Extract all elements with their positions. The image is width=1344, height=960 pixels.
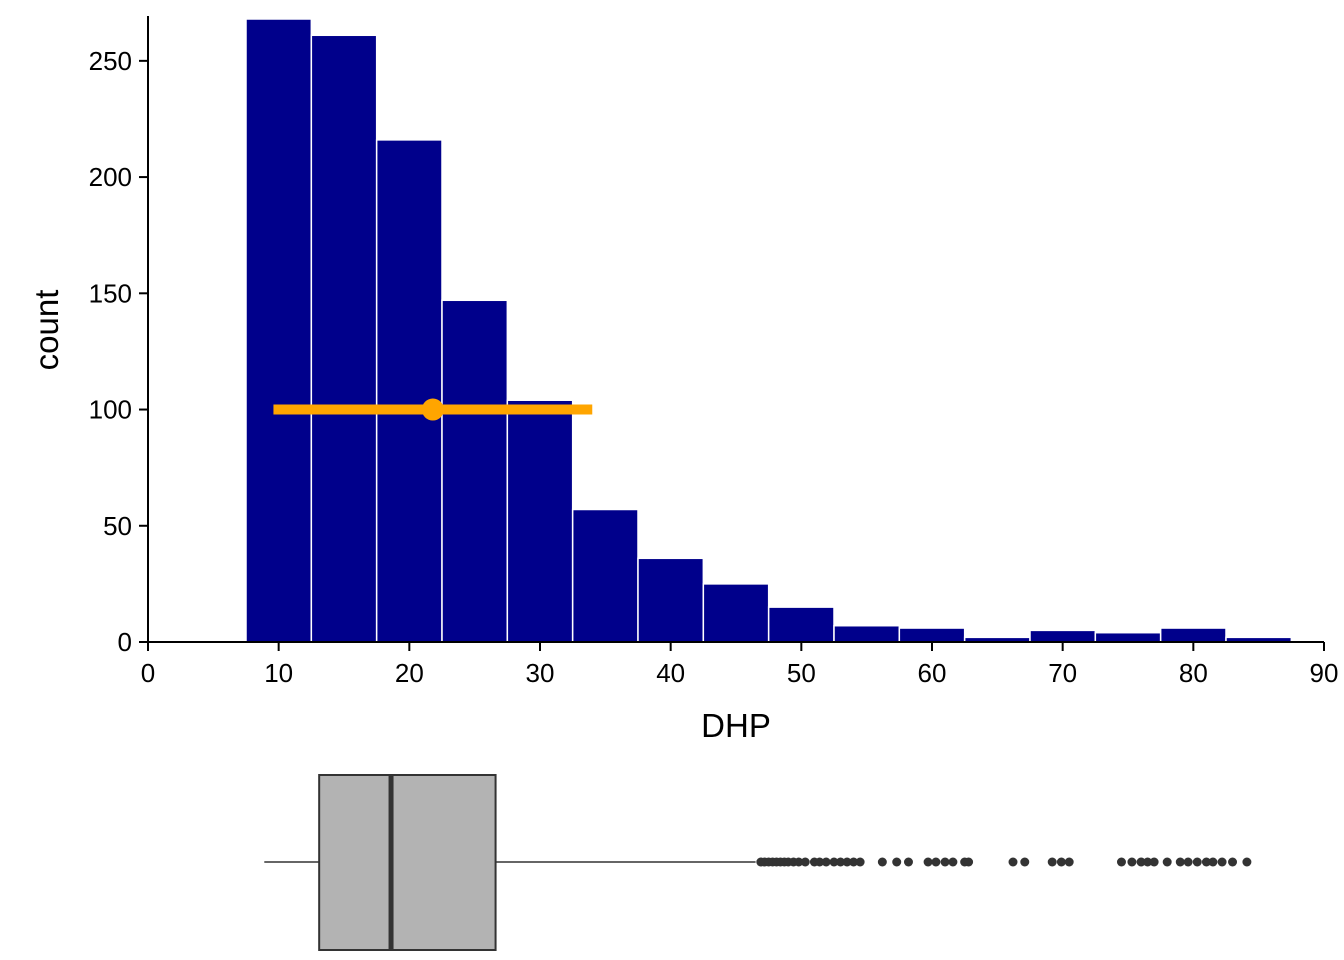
x-tick-label: 20 — [395, 658, 424, 688]
outlier-point — [800, 857, 810, 867]
x-axis-title: DHP — [701, 707, 771, 744]
outlier-point — [836, 857, 846, 867]
histogram-bar — [375, 139, 443, 643]
axes — [147, 16, 1324, 643]
outlier-point — [842, 857, 852, 867]
x-tick-label: 90 — [1310, 658, 1339, 688]
histogram-bar — [898, 627, 966, 643]
histogram-bar — [506, 399, 574, 643]
x-tick-label: 30 — [526, 658, 555, 688]
y-tick-label: 150 — [89, 278, 132, 308]
box-iqr — [318, 774, 497, 951]
histogram-bars — [245, 18, 1293, 643]
outlier-point — [892, 857, 902, 867]
y-tick-label: 250 — [89, 46, 132, 76]
histogram-bar — [571, 508, 639, 643]
outlier-point — [1136, 857, 1146, 867]
x-tick-label: 0 — [141, 658, 155, 688]
outlier-point — [1175, 857, 1185, 867]
outlier-point — [855, 857, 865, 867]
outlier-point — [794, 857, 804, 867]
outlier-point — [931, 857, 941, 867]
y-axis-ticks: 0 50 100 150 200 250 — [89, 46, 148, 657]
outlier-point — [1192, 857, 1202, 867]
histogram-bar — [767, 606, 835, 643]
y-tick-label: 0 — [118, 627, 132, 657]
x-tick-label: 70 — [1048, 658, 1077, 688]
outlier-point — [1183, 857, 1193, 867]
x-tick-label: 60 — [918, 658, 947, 688]
summary-overlay — [273, 398, 593, 421]
outlier-point — [877, 857, 887, 867]
x-tick-label: 10 — [264, 658, 293, 688]
y-tick-label: 200 — [89, 162, 132, 192]
outlier-point — [948, 857, 958, 867]
x-tick-label: 50 — [787, 658, 816, 688]
outlier-point — [940, 857, 950, 867]
histogram-bar — [833, 624, 901, 643]
outlier-point — [1056, 857, 1066, 867]
boxplot — [264, 774, 1252, 951]
mean-point — [421, 398, 444, 421]
outlier-point — [1047, 857, 1057, 867]
histogram-bar — [637, 557, 705, 643]
outlier-point — [1143, 857, 1153, 867]
histogram-bar — [310, 34, 378, 643]
outlier-point — [923, 857, 933, 867]
histogram-bar — [1159, 627, 1227, 643]
outlier-point — [1149, 857, 1159, 867]
outlier-point — [829, 857, 839, 867]
outlier-point — [964, 857, 974, 867]
outlier-point — [821, 857, 831, 867]
outlier-point — [1008, 857, 1018, 867]
outlier-point — [849, 857, 859, 867]
outlier-point — [1242, 857, 1252, 867]
outlier-point — [815, 857, 825, 867]
outlier-point — [1162, 857, 1172, 867]
histogram-bar — [245, 18, 313, 643]
outlier-point — [1064, 857, 1074, 867]
x-tick-label: 40 — [656, 658, 685, 688]
outlier-point — [1127, 857, 1137, 867]
histogram-bar — [702, 583, 770, 643]
outlier-point — [1217, 857, 1227, 867]
histogram-bar — [441, 299, 509, 643]
outlier-point — [903, 857, 913, 867]
y-tick-label: 50 — [103, 511, 132, 541]
outlier-point — [1020, 857, 1030, 867]
outlier-point — [1228, 857, 1238, 867]
histogram-bar — [1029, 629, 1097, 643]
outlier-point — [1208, 857, 1218, 867]
outlier-point — [1116, 857, 1126, 867]
x-axis-ticks: 0 10 20 30 40 50 60 70 80 90 — [141, 642, 1339, 688]
x-tick-label: 80 — [1179, 658, 1208, 688]
histogram-bar — [1094, 631, 1162, 643]
y-axis-title: count — [28, 290, 65, 371]
y-tick-label: 100 — [89, 395, 132, 425]
outlier-point — [1201, 857, 1211, 867]
